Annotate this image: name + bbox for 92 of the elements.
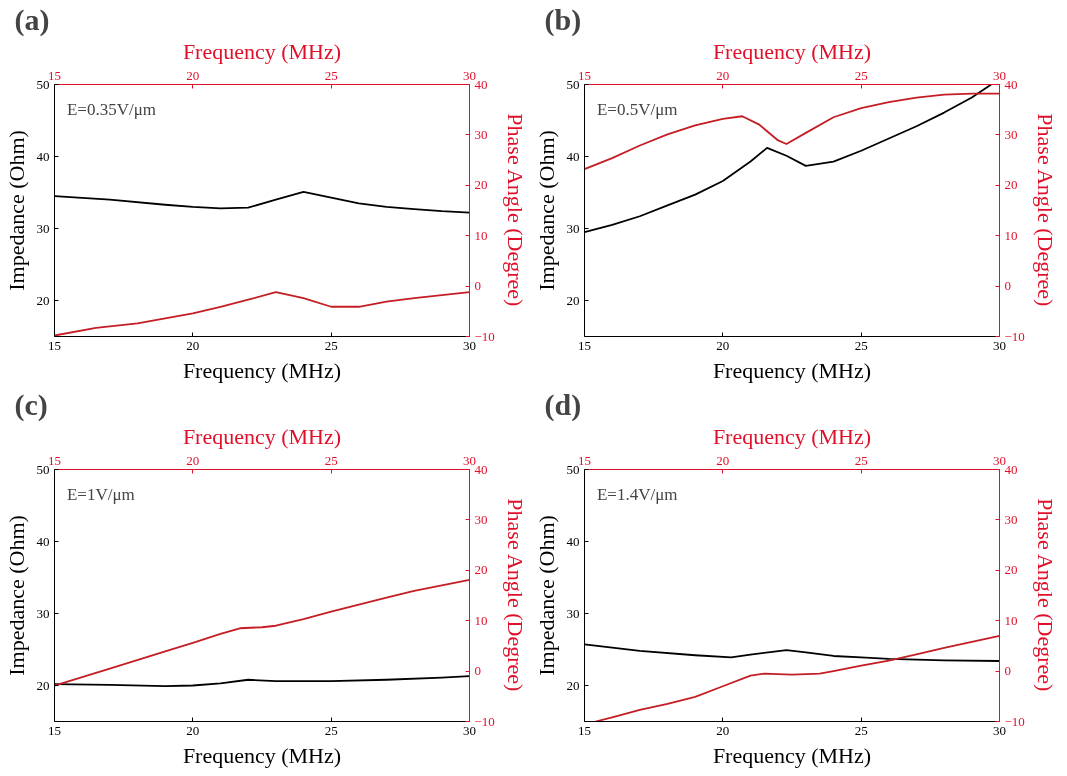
y-tick-label: 50 <box>36 461 50 477</box>
y2-tick-label: −10 <box>474 713 495 729</box>
y2-tick-label: 0 <box>474 278 481 294</box>
x2-axis-title: Frequency (MHz) <box>182 38 342 64</box>
annotation: E=0.35V/μm <box>66 100 157 120</box>
y2-tick-label: 10 <box>474 612 488 628</box>
y2-tick-label: 20 <box>474 177 488 193</box>
y2-tick-label: 30 <box>1004 126 1018 142</box>
y2-tick-label: 10 <box>1004 612 1018 628</box>
x-axis-title: Frequency (MHz) <box>182 742 342 768</box>
y-tick-label: 40 <box>36 533 50 549</box>
x2-axis-title: Frequency (MHz) <box>182 423 342 449</box>
y-tick-label: 20 <box>36 292 50 308</box>
y2-tick-label: 20 <box>1004 177 1018 193</box>
x-tick-label: 20 <box>186 722 200 738</box>
y-tick-label: 40 <box>566 148 580 164</box>
y-tick-label: 40 <box>566 533 580 549</box>
x2-axis-title: Frequency (MHz) <box>712 38 872 64</box>
x2-tick-label: 20 <box>186 67 200 83</box>
y2-tick-label: 0 <box>1004 278 1011 294</box>
x-axis-title: Frequency (MHz) <box>182 357 342 383</box>
y-tick-label: 20 <box>566 677 580 693</box>
x-tick-label: 20 <box>716 722 730 738</box>
x-tick-label: 20 <box>186 337 200 353</box>
x-axis-title: Frequency (MHz) <box>712 357 872 383</box>
y-axis-title: Impedance (Ohm) <box>3 130 29 291</box>
x-tick-label: 15 <box>48 722 61 738</box>
x2-tick-label: 20 <box>186 452 200 468</box>
y2-tick-label: 20 <box>1004 562 1018 578</box>
x2-tick-label: 15 <box>578 452 591 468</box>
y2-axis-title: Phase Angle (Degree) <box>502 498 528 692</box>
x2-tick-label: 30 <box>993 452 1006 468</box>
x-tick-label: 15 <box>578 722 591 738</box>
y2-tick-label: 10 <box>1004 227 1018 243</box>
x-tick-label: 30 <box>463 337 476 353</box>
x-tick-label: 25 <box>324 337 338 353</box>
annotation: E=1V/μm <box>66 485 135 505</box>
y-tick-label: 50 <box>36 76 50 92</box>
x2-tick-label: 25 <box>854 67 868 83</box>
x2-tick-label: 20 <box>716 67 730 83</box>
chart-title: (c) <box>14 387 48 422</box>
y-axis-title: Impedance (Ohm) <box>533 130 559 291</box>
x2-tick-label: 25 <box>854 452 868 468</box>
y2-tick-label: 20 <box>474 562 488 578</box>
x-tick-label: 20 <box>716 337 730 353</box>
x-tick-label: 15 <box>578 337 591 353</box>
chart-title: (a) <box>14 2 50 37</box>
y2-axis-title: Phase Angle (Degree) <box>502 113 528 307</box>
y-tick-label: 30 <box>36 605 50 621</box>
y-tick-label: 50 <box>566 461 580 477</box>
y-tick-label: 20 <box>36 677 50 693</box>
y-tick-label: 30 <box>566 220 580 236</box>
annotation: E=1.4V/μm <box>596 485 678 505</box>
y2-tick-label: 30 <box>474 511 488 527</box>
y-axis-title: Impedance (Ohm) <box>533 515 559 676</box>
x-tick-label: 30 <box>993 337 1006 353</box>
x2-tick-label: 20 <box>716 452 730 468</box>
x2-tick-label: 15 <box>48 67 61 83</box>
y-tick-label: 40 <box>36 148 50 164</box>
y2-tick-label: 30 <box>1004 511 1018 527</box>
x-axis-title: Frequency (MHz) <box>712 742 872 768</box>
y2-axis-title: Phase Angle (Degree) <box>1032 113 1058 307</box>
y2-tick-label: −10 <box>1004 328 1025 344</box>
y2-tick-label: 10 <box>474 227 488 243</box>
chart-title: (d) <box>544 387 582 422</box>
annotation: E=0.5V/μm <box>596 100 678 120</box>
y2-axis-title: Phase Angle (Degree) <box>1032 498 1058 692</box>
x-tick-label: 25 <box>854 337 868 353</box>
x-tick-label: 25 <box>324 722 338 738</box>
y-tick-label: 20 <box>566 292 580 308</box>
x-tick-label: 15 <box>48 337 61 353</box>
y2-tick-label: −10 <box>1004 713 1025 729</box>
y2-tick-label: 0 <box>1004 663 1011 679</box>
chart-title: (b) <box>544 2 582 37</box>
x-tick-label: 25 <box>854 722 868 738</box>
x2-axis-title: Frequency (MHz) <box>712 423 872 449</box>
x-tick-label: 30 <box>993 722 1006 738</box>
y-tick-label: 30 <box>36 220 50 236</box>
y2-tick-label: 0 <box>474 663 481 679</box>
x2-tick-label: 30 <box>993 67 1006 83</box>
x2-tick-label: 15 <box>48 452 61 468</box>
x-tick-label: 30 <box>463 722 476 738</box>
x2-tick-label: 30 <box>463 67 476 83</box>
x2-tick-label: 25 <box>324 67 338 83</box>
x2-tick-label: 15 <box>578 67 591 83</box>
y-tick-label: 30 <box>566 605 580 621</box>
y2-tick-label: 30 <box>474 126 488 142</box>
y-axis-title: Impedance (Ohm) <box>3 515 29 676</box>
x2-tick-label: 25 <box>324 452 338 468</box>
y2-tick-label: −10 <box>474 328 495 344</box>
x2-tick-label: 30 <box>463 452 476 468</box>
y-tick-label: 50 <box>566 76 580 92</box>
